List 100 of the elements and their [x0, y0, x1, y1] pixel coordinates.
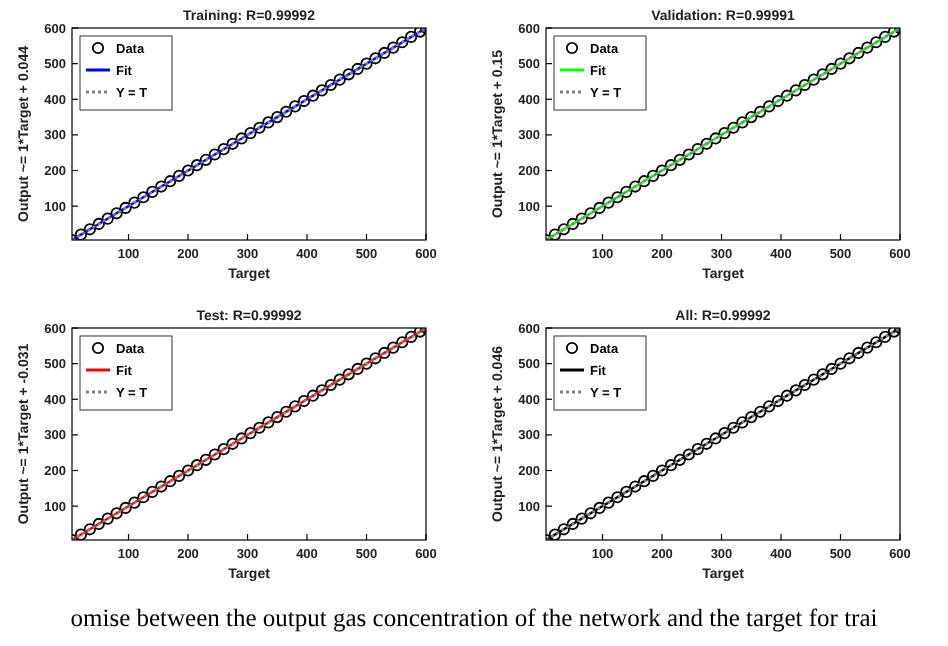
point	[700, 437, 713, 450]
point	[110, 507, 123, 520]
point	[620, 485, 633, 498]
point	[816, 68, 829, 81]
point	[74, 528, 88, 540]
point	[548, 228, 562, 240]
point	[602, 196, 615, 209]
point	[208, 148, 221, 161]
point	[271, 410, 284, 424]
point	[342, 68, 355, 81]
point	[101, 212, 114, 225]
point	[870, 336, 883, 349]
point	[405, 330, 418, 344]
point	[807, 73, 820, 86]
point	[780, 89, 794, 102]
point	[736, 116, 749, 129]
point	[584, 507, 597, 520]
point	[297, 94, 311, 108]
point	[199, 453, 212, 466]
point	[593, 501, 606, 515]
point	[566, 217, 579, 231]
point	[709, 432, 722, 445]
point	[360, 357, 373, 370]
point	[646, 169, 660, 182]
point	[780, 389, 794, 402]
point	[190, 459, 204, 472]
point	[289, 400, 302, 413]
point	[172, 469, 186, 482]
point	[324, 78, 337, 92]
point	[718, 127, 731, 140]
point	[807, 373, 820, 386]
point	[887, 328, 900, 338]
point	[834, 357, 847, 370]
point	[718, 427, 731, 440]
point	[155, 480, 168, 493]
point	[852, 346, 865, 360]
point	[137, 491, 150, 504]
point	[199, 153, 212, 166]
point	[226, 137, 239, 150]
point	[691, 143, 704, 156]
point	[146, 185, 159, 198]
point	[602, 496, 615, 509]
point	[164, 175, 177, 188]
point	[870, 36, 883, 49]
point	[333, 373, 346, 386]
point	[324, 378, 337, 392]
point	[557, 223, 570, 236]
point	[763, 400, 776, 413]
point	[548, 528, 562, 540]
point	[763, 100, 776, 113]
point	[244, 427, 257, 440]
point	[396, 336, 409, 349]
point	[226, 437, 239, 450]
point	[825, 62, 838, 76]
point	[682, 148, 695, 161]
point	[629, 480, 642, 493]
point	[396, 36, 409, 49]
point	[92, 217, 105, 231]
point	[727, 421, 740, 434]
point	[306, 389, 320, 402]
point	[83, 223, 96, 236]
point	[682, 448, 695, 461]
point	[155, 180, 168, 193]
point	[128, 496, 141, 509]
point	[378, 346, 391, 360]
point	[843, 52, 856, 65]
point	[798, 378, 811, 392]
point	[879, 30, 892, 44]
point	[289, 100, 302, 113]
point	[593, 201, 606, 215]
point	[852, 46, 865, 60]
point	[342, 368, 355, 381]
point	[369, 52, 382, 65]
point	[280, 405, 293, 418]
point	[754, 105, 767, 118]
point	[575, 512, 588, 525]
point	[217, 443, 230, 456]
point	[387, 341, 400, 354]
point	[861, 341, 874, 354]
point	[816, 368, 829, 381]
point	[181, 464, 195, 477]
point	[297, 394, 311, 408]
point	[92, 517, 105, 531]
point	[244, 127, 257, 140]
point	[271, 110, 284, 124]
point	[557, 523, 570, 536]
point	[611, 191, 624, 204]
point	[834, 57, 847, 70]
text: omise between the output gas concentration of the network and the target for trai	[70, 604, 879, 632]
point	[575, 212, 588, 225]
point	[771, 394, 785, 408]
point	[208, 448, 221, 461]
point	[655, 464, 669, 477]
point	[638, 475, 651, 488]
point	[825, 362, 838, 376]
point	[798, 78, 811, 92]
point	[315, 84, 328, 97]
point	[413, 28, 426, 38]
point	[646, 469, 660, 482]
point	[709, 132, 722, 145]
